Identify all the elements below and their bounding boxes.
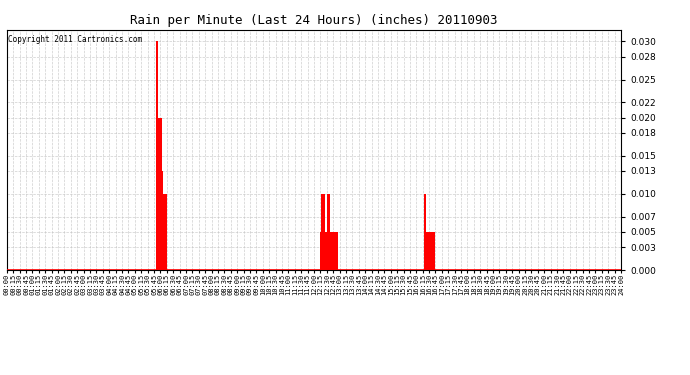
- Text: Copyright 2011 Cartronics.com: Copyright 2011 Cartronics.com: [8, 35, 142, 44]
- Title: Rain per Minute (Last 24 Hours) (inches) 20110903: Rain per Minute (Last 24 Hours) (inches)…: [130, 15, 497, 27]
